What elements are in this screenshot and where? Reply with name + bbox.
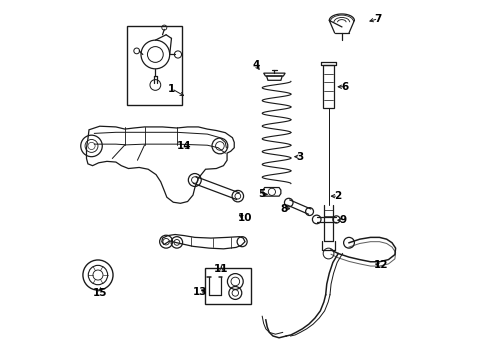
Text: 14: 14: [177, 141, 192, 151]
Text: 6: 6: [342, 82, 349, 92]
Text: 13: 13: [193, 287, 207, 297]
Text: 8: 8: [280, 204, 288, 214]
Text: 15: 15: [93, 288, 108, 298]
Text: 1: 1: [168, 84, 175, 94]
Text: 7: 7: [375, 14, 382, 24]
Text: 2: 2: [335, 191, 342, 201]
Text: 5: 5: [259, 189, 266, 199]
Bar: [126, 26, 182, 105]
Text: 12: 12: [374, 260, 389, 270]
Text: 4: 4: [252, 60, 260, 70]
Text: 3: 3: [296, 152, 303, 162]
Text: 10: 10: [238, 213, 252, 223]
Text: 11: 11: [214, 264, 228, 274]
Text: 9: 9: [340, 215, 346, 225]
Bar: [205, 268, 251, 304]
Bar: [323, 65, 334, 108]
